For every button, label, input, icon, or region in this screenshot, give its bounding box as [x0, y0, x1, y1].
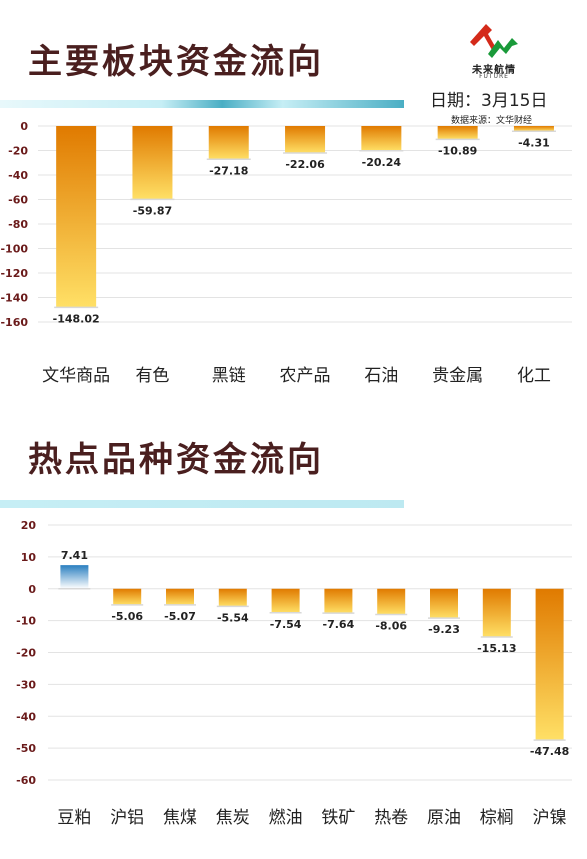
data-label: -20.24 [362, 156, 402, 169]
x-tick-label: 沪铝 [110, 808, 144, 828]
y-tick-label: 0 [20, 120, 28, 133]
data-label: -9.23 [428, 623, 460, 636]
bar [535, 588, 564, 741]
x-tick-label: 焦炭 [216, 808, 250, 828]
x-tick-label: 燃油 [269, 808, 303, 828]
title-stripe-1 [0, 100, 404, 108]
bar [218, 588, 247, 607]
bar [60, 565, 89, 589]
bar [208, 126, 249, 160]
title-stripe-2 [0, 500, 404, 508]
y-tick-label: -60 [8, 194, 28, 207]
y-tick-label: -120 [0, 267, 28, 280]
bar [132, 126, 173, 200]
x-tick-label: 石油 [364, 366, 398, 386]
data-label: -59.87 [133, 204, 172, 217]
y-tick-label: -40 [16, 710, 36, 723]
data-label: -148.02 [53, 312, 100, 325]
bar [285, 126, 326, 154]
x-tick-label: 文华商品 [42, 366, 110, 386]
x-tick-label: 贵金属 [432, 366, 483, 386]
y-tick-label: -20 [16, 647, 36, 660]
x-tick-label: 豆粕 [57, 808, 91, 828]
y-tick-label: -80 [8, 218, 28, 231]
y-tick-label: -20 [8, 145, 28, 158]
y-tick-label: 0 [28, 583, 36, 596]
data-label: -22.06 [285, 158, 325, 171]
x-tick-label: 黑链 [212, 366, 246, 386]
bar [513, 126, 554, 132]
x-tick-label: 化工 [517, 366, 551, 386]
data-label: -4.31 [518, 136, 550, 149]
y-tick-label: -30 [16, 678, 36, 691]
x-tick-label: 热卷 [374, 808, 408, 828]
bar [271, 588, 300, 613]
y-tick-label: -40 [8, 169, 28, 182]
y-tick-label: -60 [16, 774, 36, 787]
bar [166, 588, 194, 605]
x-tick-label: 农产品 [280, 366, 331, 386]
chart-title-hot-commodities: 热点品种资金流向 [28, 440, 324, 480]
data-label: -8.06 [375, 619, 407, 632]
bar [56, 126, 97, 308]
x-tick-label: 棕榈 [480, 808, 514, 828]
hot-commodities-chart: 20 10 0 -10 -20 -30 -40 -50 -60 7.41 豆粕 -5.06 沪铝 -5.0… [16, 519, 572, 828]
data-label: -27.18 [209, 164, 248, 177]
data-label: 7.41 [61, 549, 88, 562]
bar [377, 588, 406, 615]
bar [324, 588, 353, 614]
bar [113, 588, 142, 605]
y-tick-label: 20 [21, 519, 37, 532]
y-tick-label: -10 [16, 615, 36, 628]
x-tick-label: 有色 [135, 366, 169, 386]
bar [482, 588, 511, 637]
y-tick-label: -140 [0, 292, 28, 305]
data-source: 数据来源：文华财经 [451, 116, 533, 126]
data-label: -10.89 [438, 144, 477, 157]
data-label: -5.07 [164, 610, 196, 623]
logo-english-name: FUTURE [479, 73, 509, 80]
data-label: -47.48 [530, 745, 569, 758]
data-label: -5.06 [111, 610, 143, 623]
report-date: 日期：3月15日 [430, 91, 548, 111]
data-label: -7.54 [270, 618, 302, 631]
x-tick-label: 焦煤 [163, 808, 197, 828]
y-tick-label: 10 [21, 551, 37, 564]
x-tick-label: 铁矿 [321, 808, 355, 828]
bar [430, 588, 458, 619]
x-tick-label: 沪镍 [533, 808, 567, 828]
data-label: -5.54 [217, 611, 249, 624]
chart-title-sector-flow: 主要板块资金流向 [28, 42, 324, 82]
bar [437, 126, 478, 140]
x-tick-label: 原油 [427, 808, 461, 828]
bar [361, 126, 402, 151]
data-label: -7.64 [323, 618, 355, 631]
logo-name: 未来航情 [472, 65, 516, 76]
y-tick-label: -100 [0, 243, 28, 256]
data-label: -15.13 [477, 642, 516, 655]
future-logo-icon [470, 24, 518, 58]
sector-flow-chart: 0 -20 -40 -60 -80 -100 -120 -140 -160 -148.02 文华商品… [0, 120, 572, 386]
y-tick-label: -160 [0, 316, 28, 329]
y-tick-label: -50 [16, 742, 36, 755]
